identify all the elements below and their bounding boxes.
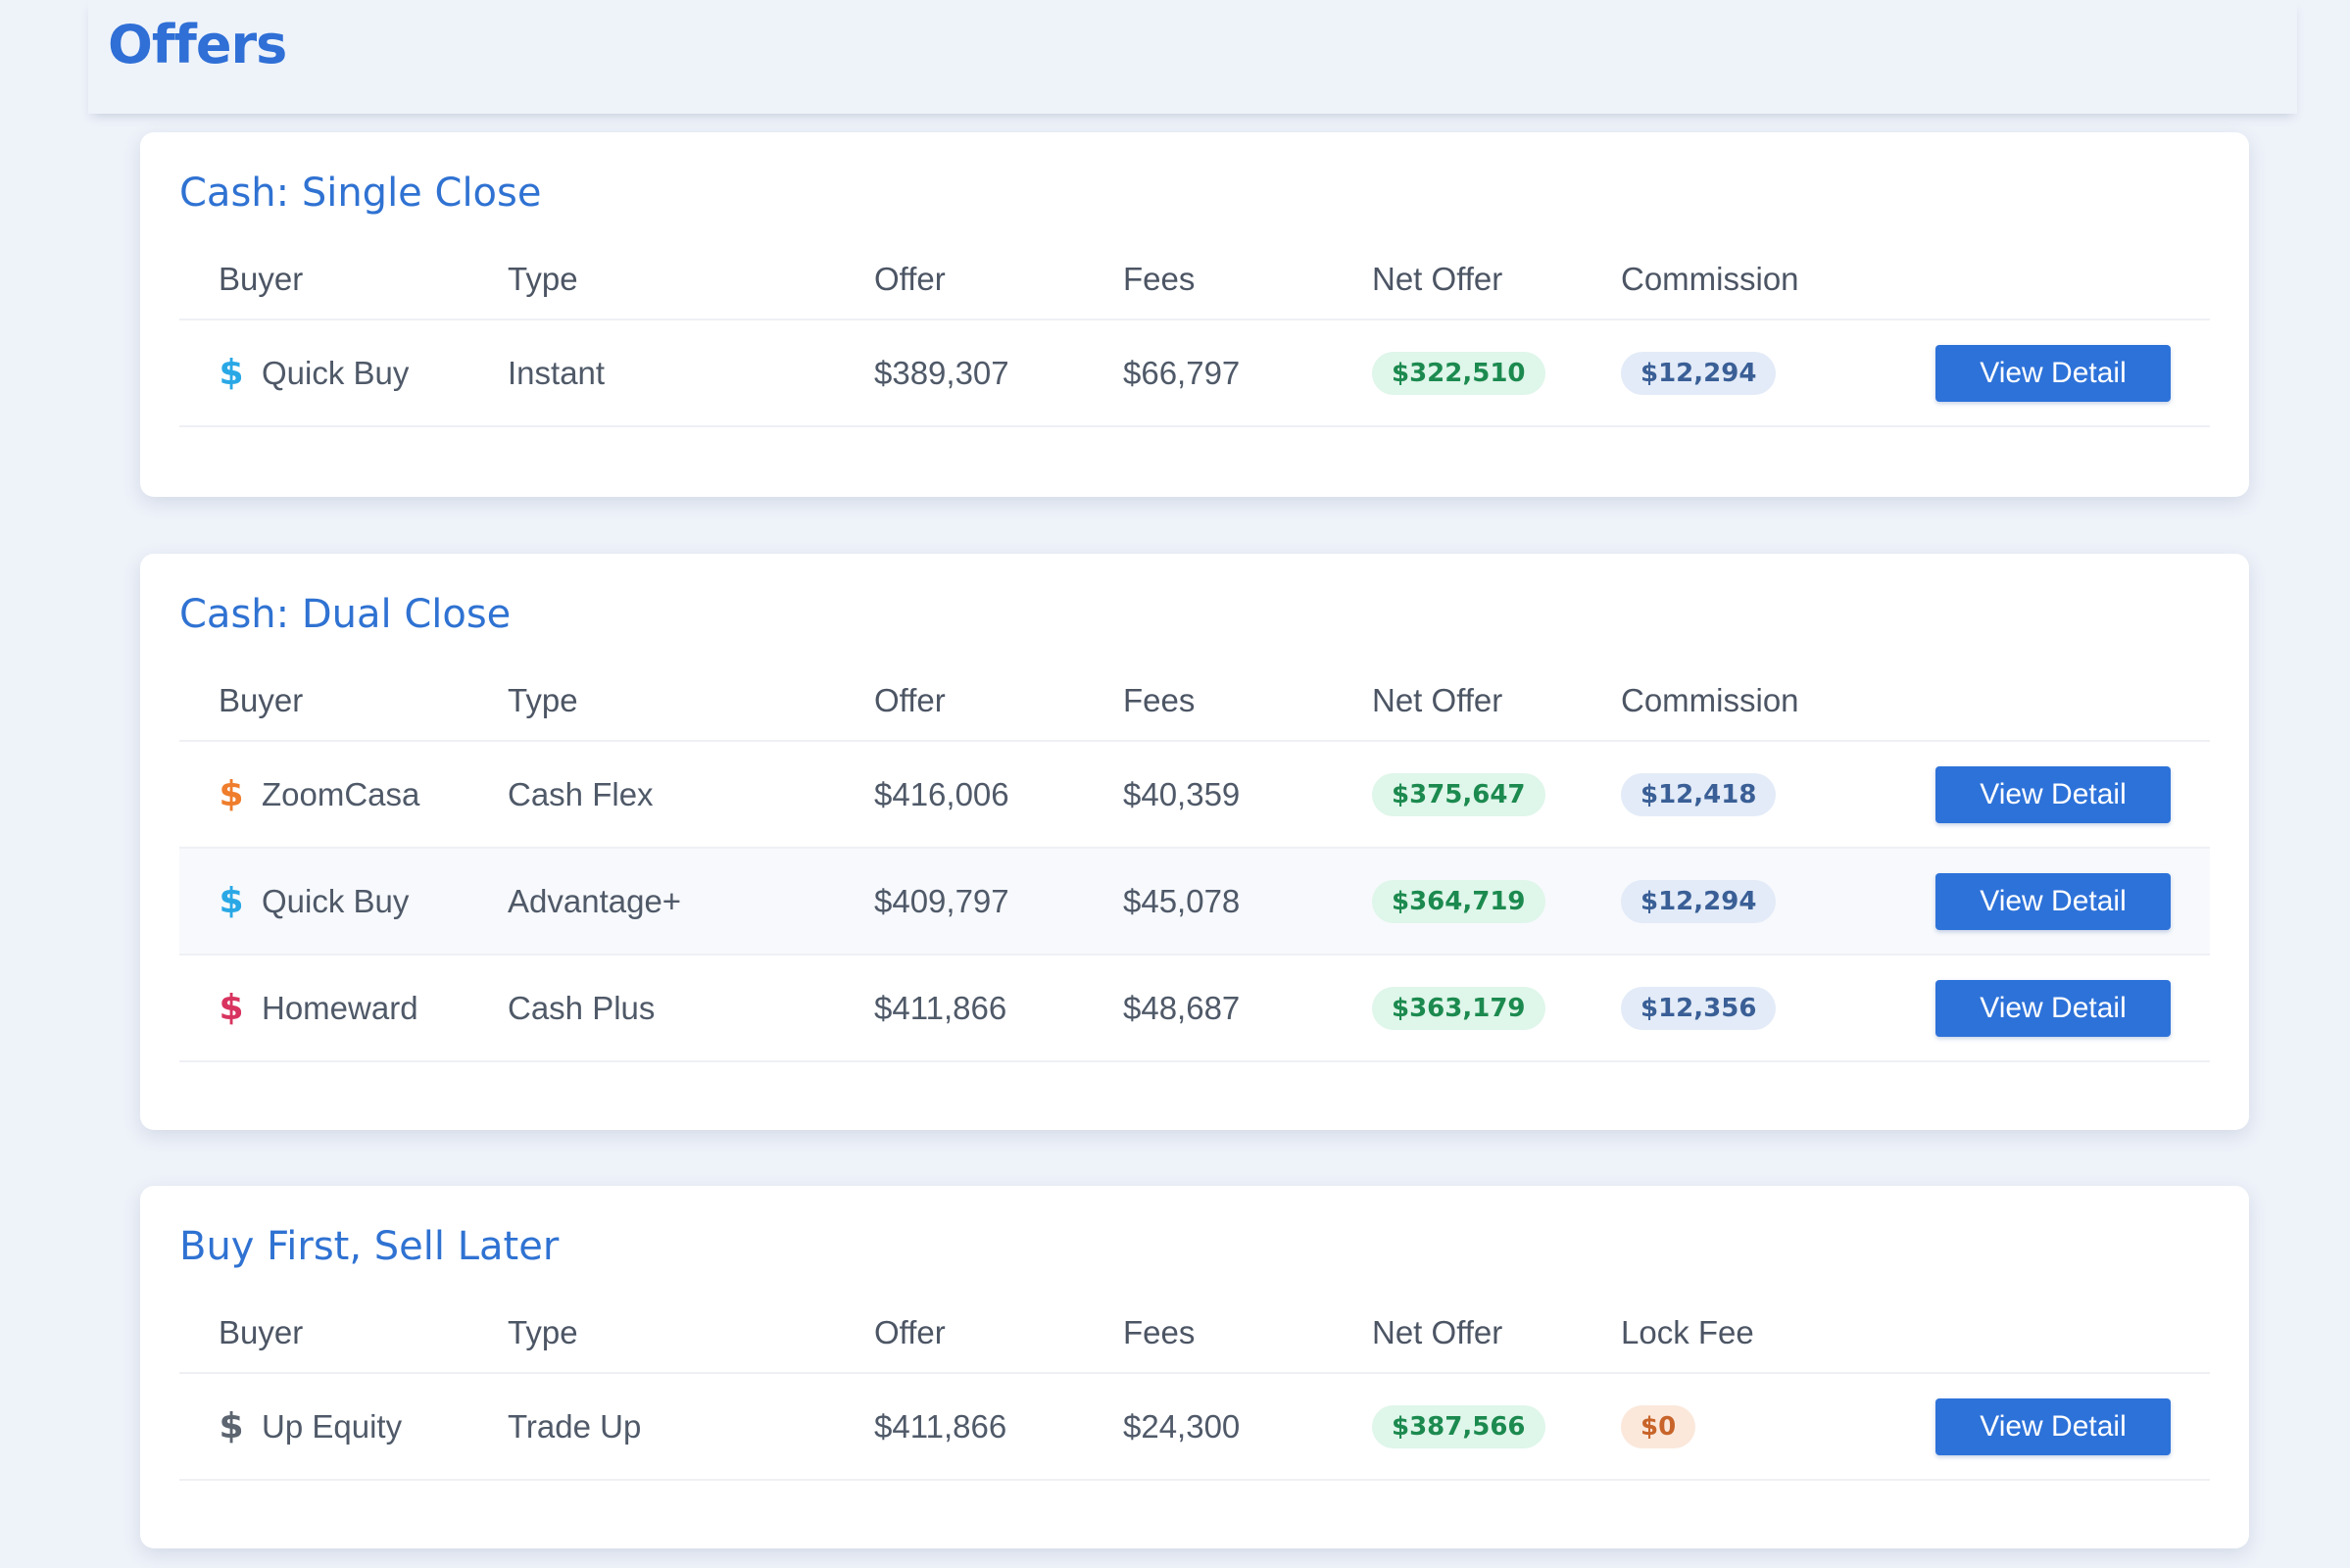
fees-cell: $66,797 <box>1123 354 1241 391</box>
net-offer-badge: $363,179 <box>1372 986 1545 1030</box>
action-cell: View Detail <box>1934 872 2210 930</box>
page-header <box>88 0 2297 114</box>
table-header: Buyer Type Offer Fees Net Offer Lock Fee <box>179 1286 2210 1374</box>
commission-cell: $12,418 <box>1621 772 1934 816</box>
table-row: $ Quick Buy Advantage+ $409,797 $45,078 … <box>179 849 2210 956</box>
section-title: Cash: Single Close <box>179 171 542 216</box>
buyer-name: ZoomCasa <box>262 775 420 812</box>
action-cell: View Detail <box>1934 979 2210 1037</box>
net-offer-cell: $364,719 <box>1372 879 1621 923</box>
column-header-lock-fee: Lock Fee <box>1621 1314 1754 1350</box>
column-header-offer: Offer <box>874 682 946 718</box>
column-header-type: Type <box>508 261 578 297</box>
buyer-cell: $ Up Equity <box>179 1406 508 1446</box>
fees-cell: $40,359 <box>1123 775 1241 812</box>
dollar-icon: $ <box>219 881 244 921</box>
type-cell: Advantage+ <box>508 882 682 919</box>
type-cell: Trade Up <box>508 1407 642 1445</box>
dollar-icon: $ <box>219 988 244 1028</box>
column-header-net-offer: Net Offer <box>1372 1314 1503 1350</box>
buyer-name: Quick Buy <box>262 882 410 919</box>
section-buy-first-sell-later: Buy First, Sell Later Buyer Type Offer F… <box>140 1186 2249 1548</box>
table-row: $ Homeward Cash Plus $411,866 $48,687 $3… <box>179 956 2210 1062</box>
type-cell: Cash Flex <box>508 775 654 812</box>
column-header-commission: Commission <box>1621 682 1799 718</box>
type-cell: Instant <box>508 354 606 391</box>
net-offer-cell: $322,510 <box>1372 351 1621 395</box>
type-cell: Cash Plus <box>508 989 656 1026</box>
commission-badge: $12,294 <box>1621 879 1777 923</box>
view-detail-button[interactable]: View Detail <box>1935 344 2171 402</box>
commission-cell: $12,356 <box>1621 986 1934 1030</box>
buyer-cell: $ Quick Buy <box>179 353 508 393</box>
net-offer-badge: $387,566 <box>1372 1404 1545 1448</box>
buyer-cell: $ ZoomCasa <box>179 774 508 814</box>
action-cell: View Detail <box>1934 344 2210 402</box>
offer-cell: $389,307 <box>874 354 1009 391</box>
commission-badge: $12,294 <box>1621 351 1777 395</box>
fees-cell: $45,078 <box>1123 882 1241 919</box>
lock-fee-cell: $0 <box>1621 1404 1934 1448</box>
table-row: $ ZoomCasa Cash Flex $416,006 $40,359 $3… <box>179 742 2210 849</box>
buyer-name: Up Equity <box>262 1407 403 1445</box>
column-header-buyer: Buyer <box>219 261 304 297</box>
column-header-fees: Fees <box>1123 1314 1196 1350</box>
commission-badge: $12,418 <box>1621 772 1777 816</box>
buyer-cell: $ Quick Buy <box>179 881 508 921</box>
column-header-buyer: Buyer <box>219 1314 304 1350</box>
action-cell: View Detail <box>1934 765 2210 823</box>
net-offer-badge: $322,510 <box>1372 351 1545 395</box>
dollar-icon: $ <box>219 774 244 814</box>
column-header-commission: Commission <box>1621 261 1799 297</box>
view-detail-button[interactable]: View Detail <box>1935 872 2171 930</box>
column-header-buyer: Buyer <box>219 682 304 718</box>
table-header: Buyer Type Offer Fees Net Offer Commissi… <box>179 232 2210 320</box>
buyer-name: Quick Buy <box>262 354 410 391</box>
column-header-type: Type <box>508 682 578 718</box>
fees-cell: $24,300 <box>1123 1407 1241 1445</box>
lock-fee-badge: $0 <box>1621 1404 1696 1448</box>
fees-cell: $48,687 <box>1123 989 1241 1026</box>
commission-cell: $12,294 <box>1621 879 1934 923</box>
view-detail-button[interactable]: View Detail <box>1935 1397 2171 1455</box>
commission-badge: $12,356 <box>1621 986 1777 1030</box>
net-offer-badge: $375,647 <box>1372 772 1545 816</box>
column-header-net-offer: Net Offer <box>1372 682 1503 718</box>
buyer-name: Homeward <box>262 989 418 1026</box>
dollar-icon: $ <box>219 1406 244 1446</box>
section-cash-dual-close: Cash: Dual Close Buyer Type Offer Fees N… <box>140 554 2249 1130</box>
dollar-icon: $ <box>219 353 244 393</box>
offer-cell: $409,797 <box>874 882 1009 919</box>
section-cash-single-close: Cash: Single Close Buyer Type Offer Fees… <box>140 132 2249 497</box>
table-row: $ Quick Buy Instant $389,307 $66,797 $32… <box>179 320 2210 427</box>
offer-cell: $416,006 <box>874 775 1009 812</box>
page-title: Offers <box>108 14 287 75</box>
view-detail-button[interactable]: View Detail <box>1935 765 2171 823</box>
section-title: Cash: Dual Close <box>179 592 512 637</box>
table-row: $ Up Equity Trade Up $411,866 $24,300 $3… <box>179 1374 2210 1481</box>
column-header-offer: Offer <box>874 1314 946 1350</box>
offer-cell: $411,866 <box>874 989 1007 1026</box>
column-header-type: Type <box>508 1314 578 1350</box>
buyer-cell: $ Homeward <box>179 988 508 1028</box>
net-offer-cell: $363,179 <box>1372 986 1621 1030</box>
net-offer-cell: $375,647 <box>1372 772 1621 816</box>
column-header-net-offer: Net Offer <box>1372 261 1503 297</box>
action-cell: View Detail <box>1934 1397 2210 1455</box>
view-detail-button[interactable]: View Detail <box>1935 979 2171 1037</box>
net-offer-badge: $364,719 <box>1372 879 1545 923</box>
commission-cell: $12,294 <box>1621 351 1934 395</box>
offer-cell: $411,866 <box>874 1407 1007 1445</box>
net-offer-cell: $387,566 <box>1372 1404 1621 1448</box>
section-title: Buy First, Sell Later <box>179 1224 560 1269</box>
table-header: Buyer Type Offer Fees Net Offer Commissi… <box>179 654 2210 742</box>
column-header-fees: Fees <box>1123 682 1196 718</box>
column-header-offer: Offer <box>874 261 946 297</box>
column-header-fees: Fees <box>1123 261 1196 297</box>
